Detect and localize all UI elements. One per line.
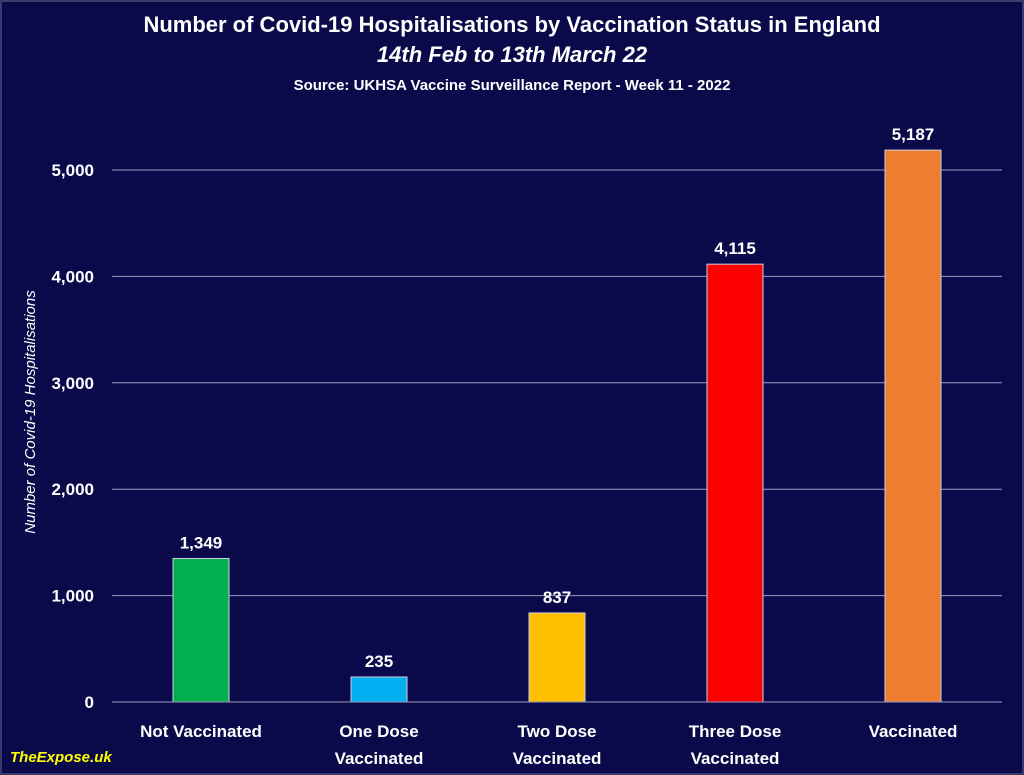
bar	[172, 557, 230, 703]
y-axis-ticks: 0 1,000 2,000 3,000 4,000 5,000	[51, 161, 94, 712]
x-tick-label: Vaccinated	[691, 749, 780, 768]
x-tick-label: Vaccinated	[335, 749, 424, 768]
x-tick-label: One Dose	[339, 722, 418, 741]
gridlines	[112, 169, 1002, 597]
data-label: 235	[365, 652, 393, 671]
bar	[528, 612, 586, 703]
x-tick-label: Not Vaccinated	[140, 722, 262, 741]
x-tick-label: Vaccinated	[513, 749, 602, 768]
value-labels: 1,349 235 837 4,115 5,187	[180, 125, 935, 671]
y-tick-label: 2,000	[51, 480, 94, 499]
data-label: 4,115	[714, 239, 756, 258]
data-label: 837	[543, 588, 571, 607]
y-tick-label: 4,000	[51, 267, 94, 286]
y-axis-label: Number of Covid-19 Hospitalisations	[22, 290, 39, 534]
y-tick-label: 3,000	[51, 374, 94, 393]
bar	[350, 676, 408, 703]
bars	[172, 149, 942, 703]
y-tick-label: 5,000	[51, 161, 94, 180]
bar	[706, 263, 764, 703]
data-label: 5,187	[892, 125, 935, 144]
chart-subtitle: 14th Feb to 13th March 22	[376, 42, 648, 67]
y-tick-label: 0	[85, 693, 94, 712]
chart-source: Source: UKHSA Vaccine Surveillance Repor…	[293, 77, 731, 94]
bar	[884, 149, 942, 703]
x-tick-label: Two Dose	[517, 722, 596, 741]
x-tick-label: Vaccinated	[869, 722, 958, 741]
site-brand: TheExpose.uk	[10, 749, 112, 766]
chart-title: Number of Covid-19 Hospitalisations by V…	[143, 12, 881, 37]
x-tick-label: Three Dose	[689, 722, 782, 741]
y-tick-label: 1,000	[51, 587, 94, 606]
data-label: 1,349	[180, 533, 223, 552]
x-axis-ticks: Not Vaccinated One Dose Vaccinated Two Dose…	[140, 722, 957, 768]
